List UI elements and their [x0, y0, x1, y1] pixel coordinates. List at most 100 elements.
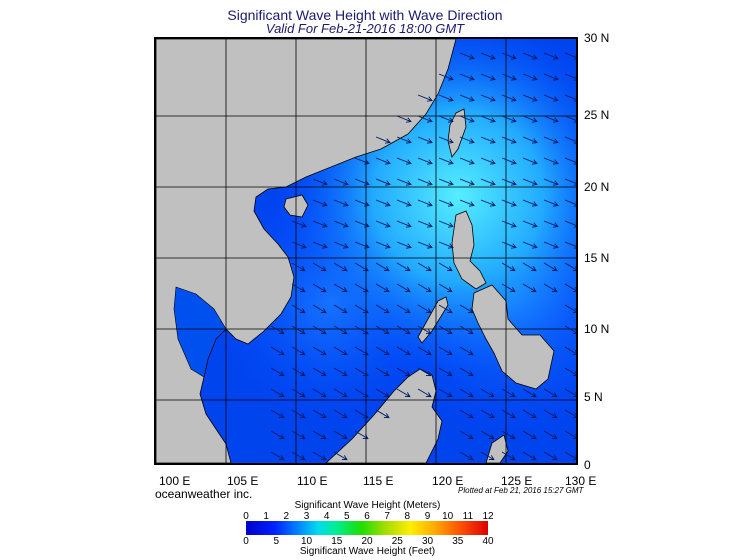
wave-arrow: [543, 73, 559, 81]
land-palawan: [417, 296, 449, 344]
wave-arrow: [417, 325, 432, 335]
wave-arrow: [375, 304, 390, 314]
wave-arrow: [417, 262, 432, 272]
wave-arrow: [501, 157, 517, 165]
scale-feet-tick: 35: [452, 536, 464, 547]
wave-arrow: [480, 73, 496, 81]
scale-meters-tick: 6: [364, 511, 370, 522]
wave-arrow: [417, 136, 433, 144]
wave-arrow: [459, 178, 475, 186]
wave-arrow: [291, 409, 306, 419]
wave-arrow: [312, 388, 327, 398]
wave-arrow: [459, 73, 475, 81]
scale-feet-tick: 20: [361, 536, 373, 547]
wave-arrow: [543, 220, 559, 228]
scale-title-feet: Significant Wave Height (Feet): [299, 546, 436, 557]
wave-arrow: [312, 430, 327, 440]
wave-arrow: [312, 367, 327, 377]
lon-label-130e: 130 E: [565, 474, 597, 488]
wave-arrow: [417, 199, 433, 207]
wave-arrow: [333, 262, 348, 272]
wave-arrow: [417, 220, 433, 228]
lon-label-110e: 110 E: [297, 474, 328, 488]
scale-feet-tick: 15: [331, 536, 343, 547]
wave-arrow: [543, 157, 559, 165]
wave-arrow: [459, 430, 474, 440]
wave-height-colorbar: [246, 521, 488, 535]
lat-label-20n: 20 N: [584, 180, 610, 194]
wave-arrow: [501, 430, 516, 440]
wave-arrow: [459, 136, 475, 144]
lat-label-15n: 15 N: [584, 251, 610, 265]
scale-meters-tick: 3: [303, 511, 310, 522]
wave-arrow: [354, 367, 369, 377]
wave-arrow: [480, 178, 496, 186]
wave-arrow: [333, 451, 348, 461]
wave-arrow: [564, 115, 576, 123]
wave-arrow: [438, 136, 454, 144]
wave-arrow: [522, 409, 537, 419]
credit-text: oceanweather inc.: [155, 487, 253, 501]
wave-arrow: [291, 325, 306, 335]
wave-arrow: [312, 220, 328, 228]
wave-arrow: [375, 262, 390, 272]
wave-arrow: [459, 94, 475, 102]
scale-meters-tick: 11: [462, 511, 474, 522]
wave-arrow: [375, 346, 390, 356]
wave-arrow: [312, 409, 327, 419]
wave-arrow: [417, 157, 433, 165]
wave-arrow: [396, 262, 411, 272]
wave-arrow: [396, 199, 412, 207]
wave-arrow: [438, 241, 454, 249]
wave-arrow: [354, 157, 370, 165]
wave-arrow: [543, 199, 559, 207]
wave-arrow: [459, 115, 475, 123]
wave-arrow: [564, 283, 576, 293]
wave-arrow: [291, 388, 306, 398]
wave-arrow: [438, 262, 453, 272]
lat-label-25n: 25 N: [584, 108, 610, 122]
wave-arrow: [333, 409, 348, 419]
wave-arrow: [396, 115, 412, 123]
scale-meters-tick: 2: [283, 511, 290, 522]
scale-meters-tick: 1: [263, 511, 269, 522]
land-philippines-south: [471, 284, 555, 390]
wave-arrow: [501, 73, 517, 81]
wave-arrow: [312, 241, 328, 249]
wave-arrow: [375, 157, 391, 165]
scale-feet-tick: 30: [421, 536, 434, 547]
wave-arrow: [564, 409, 576, 419]
wave-arrow: [291, 430, 306, 440]
wave-arrow: [396, 283, 411, 293]
wave-arrow: [438, 157, 454, 165]
wave-arrow: [522, 220, 538, 228]
wave-arrow: [564, 178, 576, 186]
wave-arrow: [438, 199, 454, 207]
wave-arrow: [333, 325, 348, 335]
wave-arrow: [543, 451, 558, 461]
wave-arrow: [543, 388, 558, 398]
wave-arrow: [480, 136, 496, 144]
wave-arrow: [480, 409, 495, 419]
wave-arrow: [417, 346, 432, 356]
lat-label-10n: 10 N: [584, 322, 610, 336]
lat-label-5n: 5 N: [584, 390, 603, 404]
wave-map-svg: [156, 39, 576, 463]
wave-arrow: [375, 283, 390, 293]
scale-meters-tick: 0: [243, 511, 249, 522]
wave-arrow: [291, 367, 306, 377]
scale-feet-tick: 40: [482, 536, 494, 547]
wave-arrow: [564, 346, 576, 356]
wave-arrow: [438, 346, 453, 356]
wave-arrow: [522, 157, 538, 165]
wave-arrow: [480, 157, 496, 165]
wave-arrow: [564, 430, 576, 440]
scale-meters-tick: 8: [404, 511, 411, 522]
wave-arrow: [438, 115, 454, 123]
lat-lon-grid: [156, 39, 576, 463]
wave-arrow: [333, 220, 349, 228]
wave-arrow: [354, 283, 369, 293]
wave-arrow: [543, 283, 558, 293]
wave-arrow: [438, 388, 453, 398]
wave-arrow: [543, 115, 559, 123]
